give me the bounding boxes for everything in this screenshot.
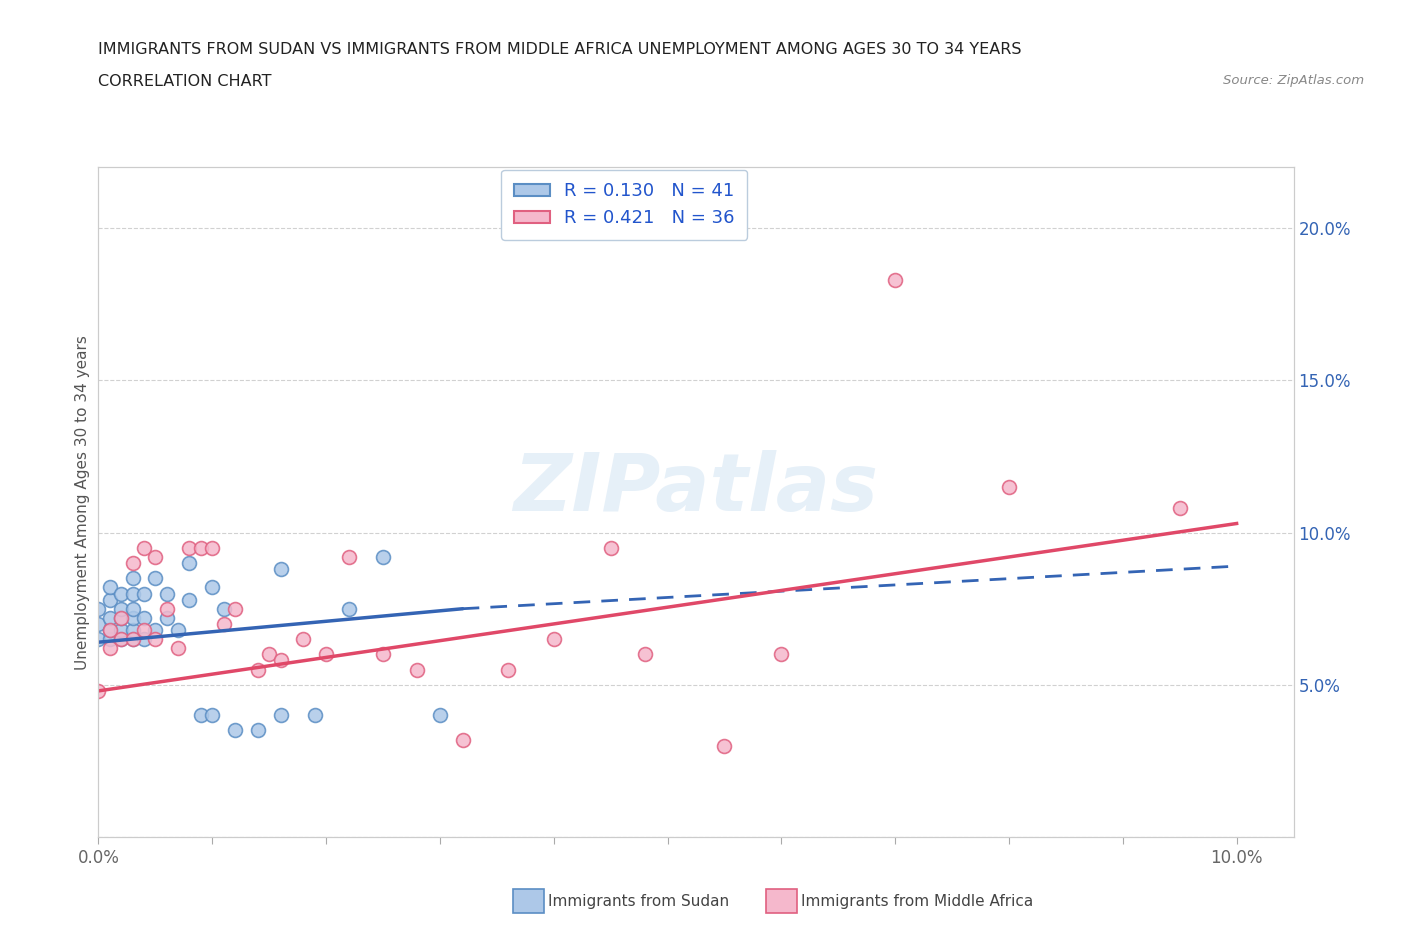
Point (132, 610, 155, 625)
Point (270, 562, 292, 577)
Point (98, 622, 121, 637)
Point (121, 631, 143, 646)
Point (599, 540, 621, 555)
Text: CORRELATION CHART: CORRELATION CHART (98, 74, 271, 89)
Point (212, 602, 235, 617)
Point (496, 662, 519, 677)
Text: ZIPatlas: ZIPatlas (513, 450, 879, 528)
Point (132, 540, 155, 555)
Point (429, 708, 451, 723)
Point (257, 647, 280, 662)
Point (201, 580, 224, 595)
Point (132, 586, 155, 601)
Point (143, 631, 166, 646)
Point (110, 622, 132, 637)
Point (121, 571, 143, 586)
Point (337, 550, 360, 565)
Point (121, 602, 143, 617)
Point (998, 480, 1021, 495)
Point (543, 631, 565, 646)
Point (156, 586, 179, 601)
Point (87, 602, 110, 617)
Point (156, 602, 179, 617)
Point (371, 550, 394, 565)
Point (110, 610, 132, 625)
Y-axis label: Unemployment Among Ages 30 to 34 years: Unemployment Among Ages 30 to 34 years (75, 335, 90, 670)
Point (224, 723, 246, 737)
Point (770, 647, 793, 662)
Point (713, 738, 735, 753)
Point (246, 662, 269, 677)
Point (98, 641, 121, 656)
Point (121, 631, 143, 646)
Point (98, 631, 121, 646)
Point (1168, 501, 1191, 516)
Point (179, 555, 201, 570)
Text: IMMIGRANTS FROM SUDAN VS IMMIGRANTS FROM MIDDLE AFRICA UNEMPLOYMENT AMONG AGES 3: IMMIGRANTS FROM SUDAN VS IMMIGRANTS FROM… (98, 42, 1022, 57)
Point (315, 647, 337, 662)
Point (98, 610, 121, 625)
Point (224, 602, 246, 617)
Point (292, 631, 315, 646)
Point (121, 610, 143, 625)
Point (212, 617, 235, 631)
Point (270, 653, 292, 668)
Text: Immigrants from Sudan: Immigrants from Sudan (548, 894, 730, 909)
Point (110, 586, 132, 601)
Point (98, 622, 121, 637)
Point (179, 592, 201, 607)
Point (167, 641, 190, 656)
Point (110, 631, 132, 646)
Point (371, 647, 394, 662)
Point (270, 708, 292, 723)
Point (451, 732, 474, 747)
Point (337, 602, 360, 617)
Point (121, 586, 143, 601)
Point (884, 272, 907, 287)
Point (132, 631, 155, 646)
Point (143, 550, 166, 565)
Point (190, 708, 212, 723)
Point (304, 708, 326, 723)
Point (98, 580, 121, 595)
Point (201, 708, 224, 723)
Point (87, 631, 110, 646)
Point (179, 540, 201, 555)
Point (110, 610, 132, 625)
Legend: R = 0.130   N = 41, R = 0.421   N = 36: R = 0.130 N = 41, R = 0.421 N = 36 (501, 170, 748, 240)
Point (110, 631, 132, 646)
Point (201, 540, 224, 555)
Point (110, 602, 132, 617)
Point (121, 622, 143, 637)
Point (98, 592, 121, 607)
Text: Immigrants from Middle Africa: Immigrants from Middle Africa (801, 894, 1033, 909)
Point (156, 610, 179, 625)
Text: Source: ZipAtlas.com: Source: ZipAtlas.com (1223, 74, 1364, 87)
Point (634, 647, 657, 662)
Point (143, 571, 166, 586)
Point (87, 684, 110, 698)
Point (132, 622, 155, 637)
Point (143, 622, 166, 637)
Point (406, 662, 429, 677)
Point (167, 622, 190, 637)
Point (246, 723, 269, 737)
Point (121, 555, 143, 570)
Point (87, 617, 110, 631)
Point (190, 540, 212, 555)
